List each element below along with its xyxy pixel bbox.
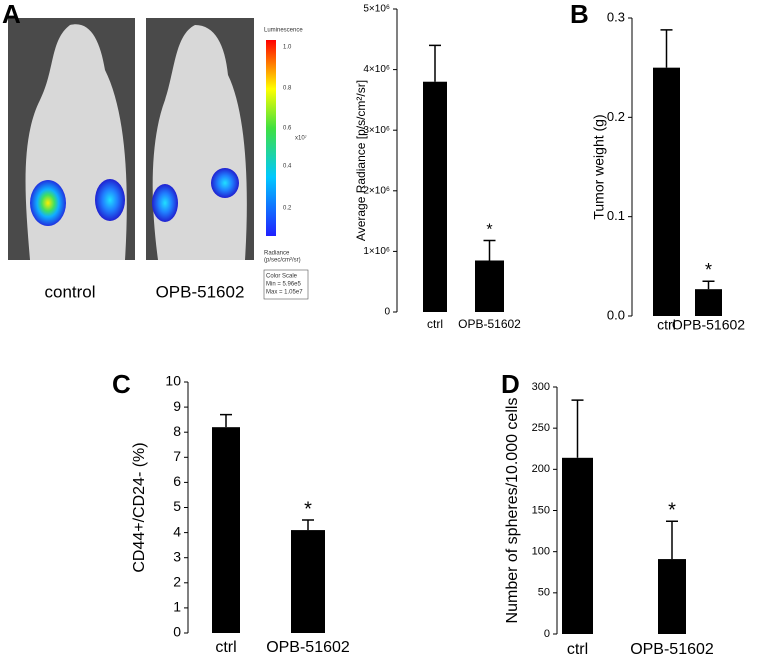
error-bar xyxy=(702,280,715,290)
y-tick-label: 0.2 xyxy=(607,109,625,124)
x-tick-label: ctrl xyxy=(215,639,236,656)
y-tick-label: 2×10⁶ xyxy=(363,185,390,196)
error-bar xyxy=(571,399,584,458)
x-tick-label: ctrl xyxy=(427,317,443,331)
y-tick-label: 6 xyxy=(173,473,181,489)
y-tick-label: 300 xyxy=(532,381,550,393)
color-scale-text: Max = 1.05e7 xyxy=(266,290,303,296)
y-axis-label: Number of spheres/10.000 cells xyxy=(504,398,521,624)
bar xyxy=(291,530,325,633)
y-tick-label: 0.3 xyxy=(607,9,625,24)
error-bar xyxy=(483,239,496,261)
annotation: * xyxy=(705,260,712,280)
colorbar-title: Luminescence xyxy=(264,28,303,34)
error-bar xyxy=(302,519,314,531)
colorbar-tick: 1.0 xyxy=(283,45,292,51)
color-scale-text: Color Scale xyxy=(266,274,298,280)
bar xyxy=(695,289,722,316)
signal xyxy=(30,180,66,226)
image-label: OPB-51602 xyxy=(156,282,245,301)
y-tick-label: 1 xyxy=(173,599,181,615)
x-tick-label: ctrl xyxy=(567,641,588,658)
x-tick-label: OPB-51602 xyxy=(630,641,714,658)
x-tick-label: OPB-51602 xyxy=(266,639,350,656)
bar xyxy=(423,81,447,312)
y-tick-label: 200 xyxy=(532,463,550,475)
color-scale-text: Min = 5.96e5 xyxy=(266,282,302,288)
y-tick-label: 8 xyxy=(173,423,181,439)
y-tick-label: 3×10⁶ xyxy=(363,125,390,136)
y-tick-label: 5 xyxy=(173,498,181,514)
panel-label: C xyxy=(112,369,131,399)
annotation: * xyxy=(486,222,492,239)
error-bar xyxy=(666,520,678,560)
y-tick-label: 0 xyxy=(384,307,390,318)
y-tick-label: 250 xyxy=(532,422,550,434)
error-bar xyxy=(660,29,673,68)
image-label: control xyxy=(44,282,95,301)
radiance-unit: (p/sec/cm²/sr) xyxy=(264,258,301,264)
y-tick-label: 50 xyxy=(538,587,550,599)
bar xyxy=(212,427,240,633)
y-axis-label: CD44+/CD24- (%) xyxy=(131,442,148,572)
y-tick-label: 3 xyxy=(173,548,181,564)
y-tick-label: 4 xyxy=(173,523,181,539)
bar xyxy=(475,260,504,312)
bar xyxy=(653,67,680,317)
x-tick-label: OPB-51602 xyxy=(458,317,521,331)
bar xyxy=(562,457,593,634)
error-bar xyxy=(429,44,441,82)
colorbar-tick: 0.4 xyxy=(283,164,292,170)
y-tick-label: 2 xyxy=(173,574,181,590)
y-tick-label: 4×10⁶ xyxy=(363,64,390,75)
x-tick-label: OPB-51602 xyxy=(672,317,745,333)
y-tick-label: 0.1 xyxy=(607,208,625,223)
y-tick-label: 10 xyxy=(165,373,181,389)
y-tick-label: 5×10⁶ xyxy=(363,4,390,15)
y-tick-label: 100 xyxy=(532,546,550,558)
colorbar-tick: 0.2 xyxy=(283,206,292,212)
y-tick-label: 7 xyxy=(173,448,181,464)
panel-label: D xyxy=(501,369,520,399)
signal xyxy=(95,179,125,221)
color-scale-box xyxy=(263,269,309,300)
radiance-label: Radiance xyxy=(264,251,290,257)
signal xyxy=(211,168,239,198)
error-bar xyxy=(220,413,232,428)
y-tick-label: 150 xyxy=(532,504,550,516)
bar xyxy=(658,559,686,634)
panel-label: B xyxy=(570,0,589,29)
colorbar xyxy=(266,40,276,236)
y-axis-label: Average Radiance [p/s/cm²/sr] xyxy=(354,80,368,241)
y-tick-label: 0 xyxy=(544,628,550,640)
colorbar-tick: 0.8 xyxy=(283,86,292,92)
annotation: * xyxy=(304,498,312,520)
y-tick-label: 0.0 xyxy=(607,307,625,322)
colorbar-unit: x10⁷ xyxy=(295,135,307,142)
panel-label: A xyxy=(2,0,21,29)
y-tick-label: 1×10⁶ xyxy=(363,246,390,257)
x-tick-label: ctrl xyxy=(657,317,676,333)
colorbar-tick: 0.6 xyxy=(283,126,292,132)
y-axis-label: Tumor weight (g) xyxy=(591,114,607,219)
annotation: * xyxy=(668,499,676,521)
signal xyxy=(152,184,178,222)
mouse-images xyxy=(8,18,309,300)
y-tick-label: 0 xyxy=(173,624,181,640)
y-tick-label: 9 xyxy=(173,398,181,414)
